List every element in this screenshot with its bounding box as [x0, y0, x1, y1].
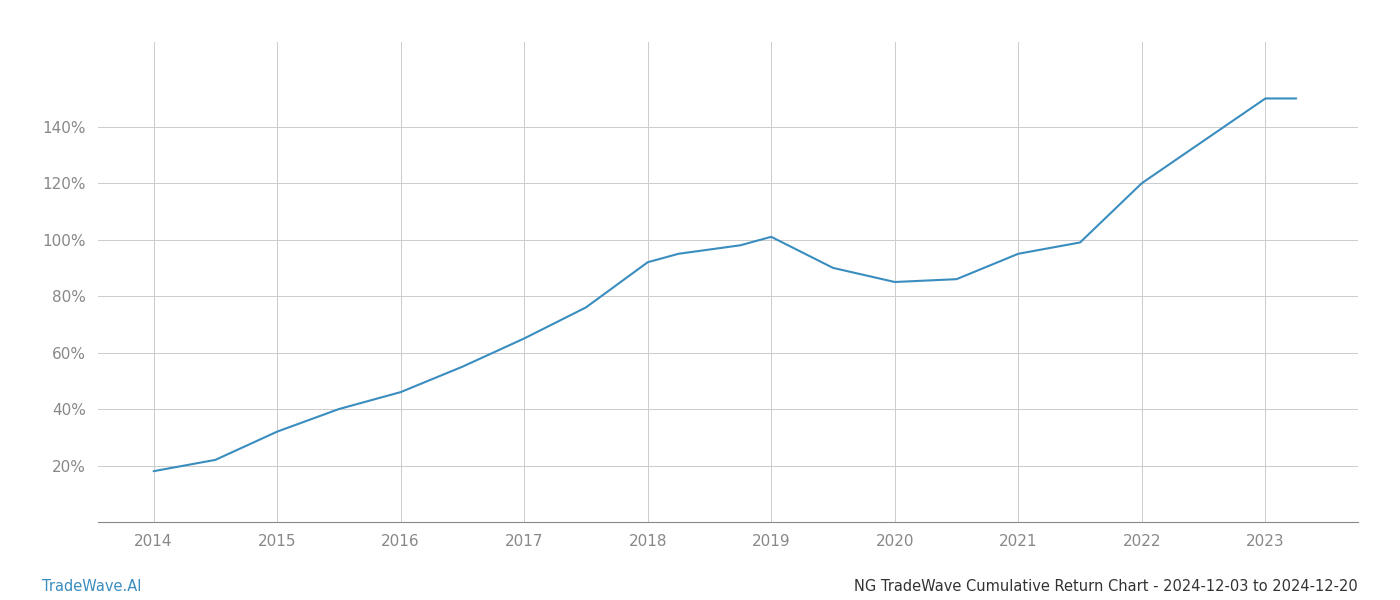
Text: TradeWave.AI: TradeWave.AI [42, 579, 141, 594]
Text: NG TradeWave Cumulative Return Chart - 2024-12-03 to 2024-12-20: NG TradeWave Cumulative Return Chart - 2… [854, 579, 1358, 594]
